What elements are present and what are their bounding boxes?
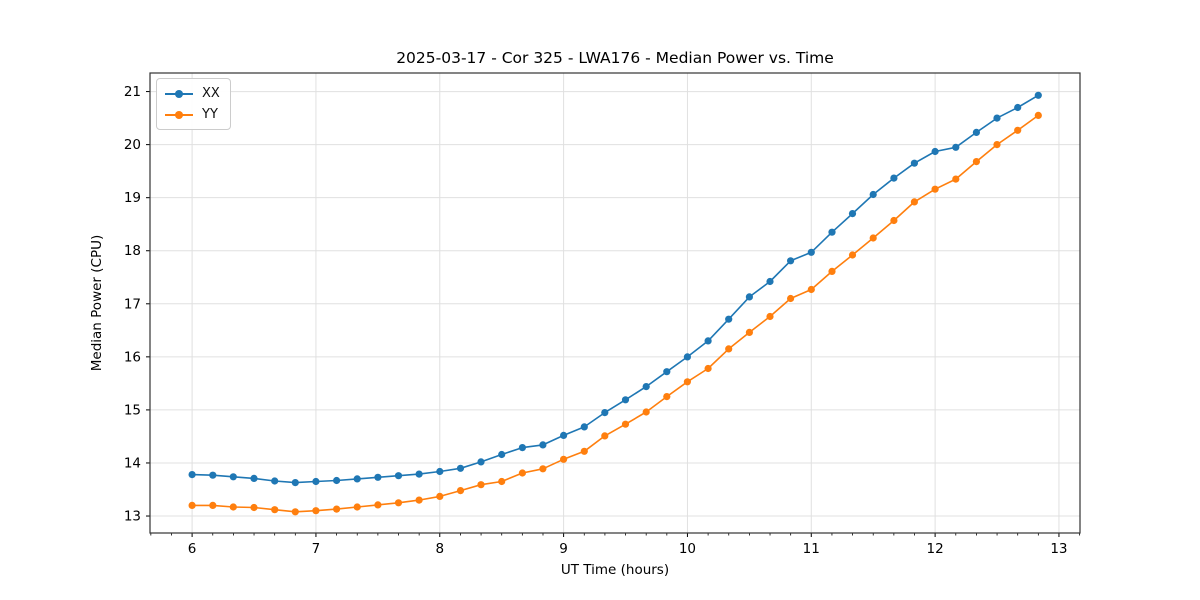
svg-text:12: 12 xyxy=(927,541,944,557)
series-xx xyxy=(188,91,1042,487)
legend-label-xx: XX xyxy=(202,86,220,101)
svg-text:9: 9 xyxy=(559,541,568,557)
gridlines xyxy=(150,73,1080,533)
svg-text:7: 7 xyxy=(312,541,321,557)
legend-item-xx: XX xyxy=(164,84,220,103)
svg-text:16: 16 xyxy=(124,349,141,365)
svg-text:6: 6 xyxy=(188,541,197,557)
svg-text:17: 17 xyxy=(124,296,141,312)
legend: XX YY xyxy=(156,78,231,130)
legend-label-yy: YY xyxy=(202,107,218,122)
y-axis-label: Median Power (CPU) xyxy=(89,234,105,372)
svg-text:10: 10 xyxy=(679,541,696,557)
legend-item-yy: YY xyxy=(164,105,220,124)
svg-text:8: 8 xyxy=(435,541,444,557)
svg-text:11: 11 xyxy=(803,541,820,557)
x-axis-label: UT Time (hours) xyxy=(560,562,670,578)
svg-text:21: 21 xyxy=(124,84,141,100)
series-yy xyxy=(188,111,1042,516)
svg-text:18: 18 xyxy=(124,243,141,259)
xx-series-line-marker-icon xyxy=(165,89,193,98)
chart-title: 2025-03-17 - Cor 325 - LWA176 - Median P… xyxy=(396,49,834,67)
yy-series-line-marker-icon xyxy=(165,110,193,119)
svg-text:13: 13 xyxy=(124,509,141,525)
axis-ticks: 6 7 8 9 10 11 12 13 13 14 15 16 17 18 19 20 21 xyxy=(124,84,1081,557)
plot-frame xyxy=(149,72,1081,534)
svg-text:19: 19 xyxy=(124,190,141,206)
svg-text:15: 15 xyxy=(124,402,141,418)
svg-text:13: 13 xyxy=(1050,541,1067,557)
svg-text:20: 20 xyxy=(124,137,141,153)
svg-text:14: 14 xyxy=(124,455,141,471)
